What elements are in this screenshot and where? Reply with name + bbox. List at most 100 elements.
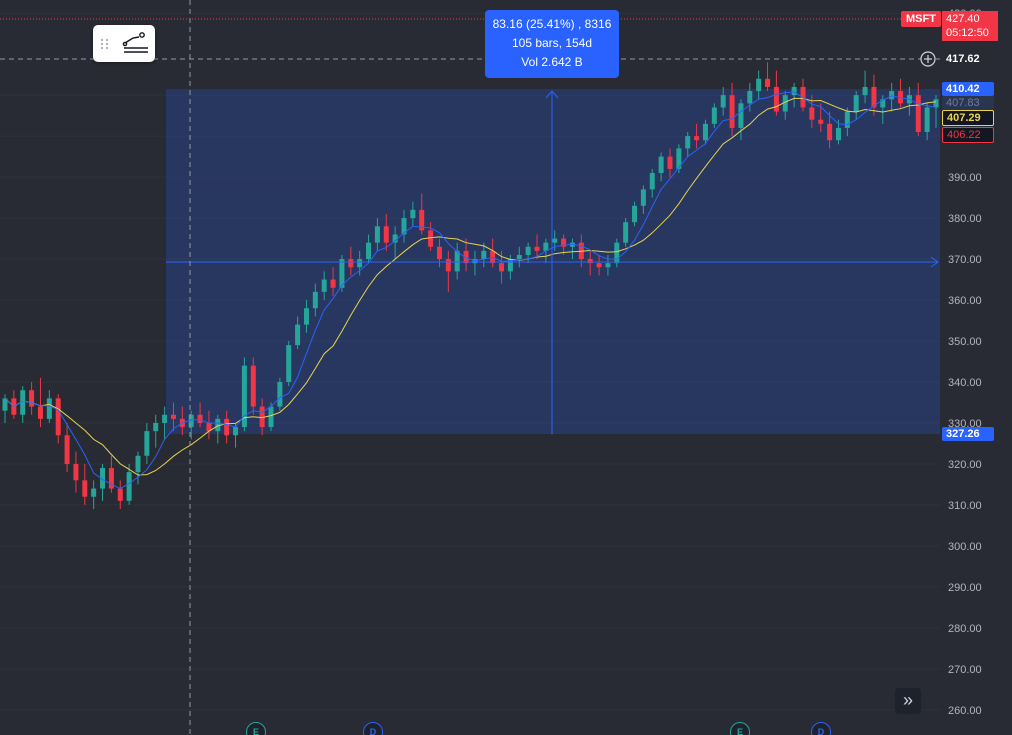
- candle: [224, 410, 230, 444]
- last-price-badge: 427.40 05:12:50: [942, 11, 998, 41]
- symbol-label: MSFT: [906, 13, 936, 25]
- measure-change: 83.16 (25.41%) , 8316: [492, 17, 612, 31]
- last-price: 427.40: [946, 13, 980, 25]
- price-axis-label: 310.00: [948, 500, 982, 512]
- candle: [685, 132, 691, 157]
- candle: [871, 74, 877, 116]
- price-axis-label: 330.00: [948, 418, 982, 430]
- candle: [516, 246, 522, 268]
- candle: [197, 402, 203, 428]
- candle: [91, 480, 97, 510]
- candle: [702, 119, 708, 145]
- candle: [445, 250, 451, 292]
- hidden-price-tag: 407.83: [942, 96, 994, 110]
- scroll-to-realtime-button[interactable]: »: [895, 688, 921, 714]
- price-axis-label: 350.00: [948, 336, 982, 348]
- candle: [605, 254, 611, 276]
- candle: [827, 111, 833, 149]
- price-axis-label: 260.00: [948, 705, 982, 717]
- candle: [915, 82, 921, 137]
- dividend-marker[interactable]: D: [811, 722, 831, 735]
- candle: [100, 463, 106, 501]
- candle: [729, 82, 735, 137]
- symbol-badge: MSFT: [901, 11, 941, 27]
- measure-info-box: 83.16 (25.41%) , 8316 105 bars, 154d Vol…: [485, 10, 619, 78]
- candle: [587, 250, 593, 276]
- candle: [623, 218, 629, 247]
- candle: [215, 414, 221, 444]
- ma-red-price: 406.22: [942, 127, 994, 143]
- candle: [392, 226, 398, 260]
- candle: [144, 422, 150, 464]
- earnings-marker[interactable]: E: [730, 722, 750, 735]
- trend-lines-icon: [122, 32, 148, 53]
- candle: [46, 390, 52, 423]
- candle: [889, 82, 895, 112]
- candle: [401, 209, 407, 243]
- price-axis-label: 380.00: [948, 213, 982, 225]
- crosshair-add-icon[interactable]: [920, 51, 936, 67]
- dividend-marker[interactable]: D: [363, 722, 383, 735]
- candle: [64, 422, 70, 473]
- candle: [241, 357, 247, 432]
- candle: [800, 78, 806, 112]
- candle: [55, 394, 61, 444]
- candle: [170, 402, 176, 432]
- candle: [153, 414, 159, 448]
- candle: [694, 123, 700, 149]
- price-axis-label: 270.00: [948, 664, 982, 676]
- candle: [312, 283, 318, 317]
- candle: [596, 254, 602, 276]
- double-chevron-right-icon: »: [902, 690, 913, 710]
- candle: [206, 410, 212, 440]
- candle: [419, 193, 425, 235]
- candle: [898, 78, 904, 108]
- candle: [818, 103, 824, 133]
- candle: [162, 406, 168, 440]
- candle: [782, 91, 788, 120]
- candle: [357, 250, 363, 276]
- crosshair-price-label: 417.62: [942, 52, 994, 66]
- candle: [126, 463, 132, 505]
- candle: [268, 402, 274, 432]
- candle: [454, 242, 460, 280]
- candle: [711, 103, 717, 128]
- candle: [933, 95, 939, 128]
- price-axis-label: 320.00: [948, 459, 982, 471]
- candle: [259, 398, 265, 436]
- candle: [481, 242, 487, 268]
- price-axis-label: 300.00: [948, 541, 982, 553]
- candle: [117, 480, 123, 510]
- measure-top-price: 410.42: [942, 82, 994, 96]
- candle: [188, 410, 194, 440]
- candles-layer: [2, 62, 939, 510]
- ma-yellow-price: 407.29: [942, 110, 994, 126]
- candle: [632, 201, 638, 227]
- candle: [366, 234, 372, 264]
- measure-bars: 105 bars, 154d: [511, 36, 593, 50]
- candle: [853, 91, 859, 120]
- price-axis-label: 370.00: [948, 254, 982, 266]
- candle: [667, 148, 673, 178]
- candle: [339, 254, 345, 292]
- candle: [286, 341, 292, 387]
- candle: [614, 238, 620, 268]
- candle: [747, 82, 753, 112]
- earnings-marker[interactable]: E: [246, 722, 266, 735]
- measure-bottom-price: 327.26: [942, 427, 994, 441]
- measure-arrow-head-right: [930, 256, 939, 268]
- candle: [277, 377, 283, 411]
- candle: [135, 451, 141, 485]
- drawing-tool-button[interactable]: [93, 25, 155, 62]
- candle: [108, 455, 114, 493]
- candle: [295, 316, 301, 350]
- candle: [720, 86, 726, 116]
- candle: [525, 242, 531, 264]
- candle: [374, 218, 380, 251]
- candle: [29, 381, 35, 415]
- candle: [773, 70, 779, 116]
- candle: [649, 168, 655, 198]
- candle: [791, 82, 797, 108]
- drag-handle-icon[interactable]: [93, 25, 155, 62]
